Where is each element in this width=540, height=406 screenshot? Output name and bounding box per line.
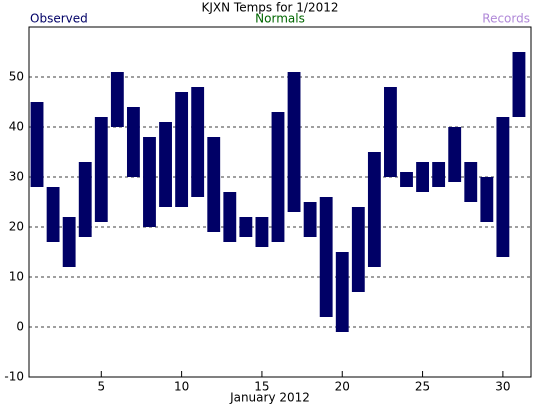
legend-entry: Records xyxy=(482,12,530,26)
temp-bar xyxy=(78,162,92,237)
temp-bar xyxy=(207,137,221,232)
temp-bar xyxy=(432,162,446,187)
temp-bar xyxy=(143,137,156,227)
temp-bar xyxy=(351,207,365,292)
temp-bar xyxy=(303,202,317,237)
temp-bar xyxy=(46,187,60,242)
x-tick-label: 15 xyxy=(254,380,269,394)
temp-bar xyxy=(319,197,333,317)
chart-title: KJXN Temps for 1/2012 xyxy=(202,1,339,15)
temp-bar xyxy=(30,102,44,187)
y-tick-label: -10 xyxy=(4,370,24,384)
temp-bar xyxy=(191,87,205,197)
x-axis-label: January 2012 xyxy=(229,391,310,405)
temp-bar xyxy=(287,72,301,212)
temp-bar xyxy=(271,112,285,242)
y-tick-label: 10 xyxy=(9,270,24,284)
temp-bar xyxy=(255,217,269,247)
temp-bar xyxy=(448,127,462,182)
y-tick-label: 30 xyxy=(9,170,24,184)
temp-bar xyxy=(175,92,189,207)
legend-entry: Observed xyxy=(30,12,88,26)
temp-bar xyxy=(416,162,429,192)
x-tick-label: 25 xyxy=(415,380,430,394)
temp-bar xyxy=(159,122,172,207)
temp-bar xyxy=(384,87,397,177)
y-tick-label: 0 xyxy=(16,320,24,334)
temp-bar xyxy=(239,217,253,237)
x-tick-label: 10 xyxy=(174,380,189,394)
temp-bar xyxy=(94,117,108,222)
temp-bar xyxy=(367,152,381,267)
y-tick-label: 40 xyxy=(9,120,24,134)
x-tick-label: 20 xyxy=(335,380,350,394)
temp-bar xyxy=(400,172,413,187)
y-tick-label: 20 xyxy=(9,220,24,234)
temp-bar xyxy=(496,117,510,257)
temp-bar xyxy=(110,72,124,127)
x-tick-label: 5 xyxy=(97,380,105,394)
temp-bar xyxy=(223,192,237,242)
y-tick-label: 50 xyxy=(9,70,24,84)
temp-bar xyxy=(126,107,140,177)
x-tick-label: 30 xyxy=(495,380,510,394)
temp-bar xyxy=(480,177,494,222)
temp-bar xyxy=(464,162,478,202)
temp-bar xyxy=(335,252,349,332)
temp-bar xyxy=(512,52,526,117)
legend-entry: Normals xyxy=(255,12,305,26)
temp-bar xyxy=(62,217,76,267)
